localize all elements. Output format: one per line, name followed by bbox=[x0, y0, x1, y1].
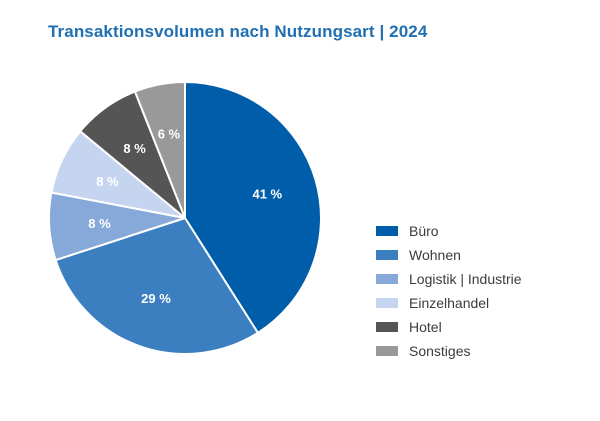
legend-swatch bbox=[376, 226, 398, 236]
legend-swatch bbox=[376, 346, 398, 356]
legend-label: Wohnen bbox=[409, 247, 461, 263]
pie-slices bbox=[48, 81, 322, 355]
legend-swatch bbox=[376, 298, 398, 308]
pie-slice-labels: 41 % 29 % 8 % 8 % 8 % 6 % bbox=[88, 126, 282, 306]
pie-slice-wohnen bbox=[54, 217, 259, 355]
data-label-wohnen: 29 % bbox=[141, 291, 171, 306]
legend-item-logistik-industrie: Logistik | Industrie bbox=[376, 267, 522, 291]
legend-label: Sonstiges bbox=[409, 343, 471, 359]
pie-slice-sonstiges bbox=[133, 81, 186, 219]
legend-label: Büro bbox=[409, 223, 439, 239]
legend-item-sonstiges: Sonstiges bbox=[376, 339, 522, 363]
legend-swatch bbox=[376, 250, 398, 260]
data-label-büro: 41 % bbox=[252, 187, 282, 202]
data-label-logistik-industrie: 8 % bbox=[88, 216, 111, 231]
data-label-hotel: 8 % bbox=[123, 141, 146, 156]
legend: Büro Wohnen Logistik | Industrie Einzelhand… bbox=[376, 219, 522, 363]
legend-label: Logistik | Industrie bbox=[409, 271, 522, 287]
legend-swatch bbox=[376, 274, 398, 284]
legend-item-hotel: Hotel bbox=[376, 315, 522, 339]
data-label-einzelhandel: 8 % bbox=[96, 174, 119, 189]
legend-item-wohnen: Wohnen bbox=[376, 243, 522, 267]
legend-item-büro: Büro bbox=[376, 219, 522, 243]
chart-title: Transaktionsvolumen nach Nutzungsart | 2… bbox=[48, 22, 428, 41]
legend-label: Einzelhandel bbox=[409, 295, 490, 311]
legend-swatch bbox=[376, 322, 398, 332]
data-label-sonstiges: 6 % bbox=[158, 126, 181, 141]
legend-item-einzelhandel: Einzelhandel bbox=[376, 291, 522, 315]
legend-label: Hotel bbox=[409, 319, 442, 335]
